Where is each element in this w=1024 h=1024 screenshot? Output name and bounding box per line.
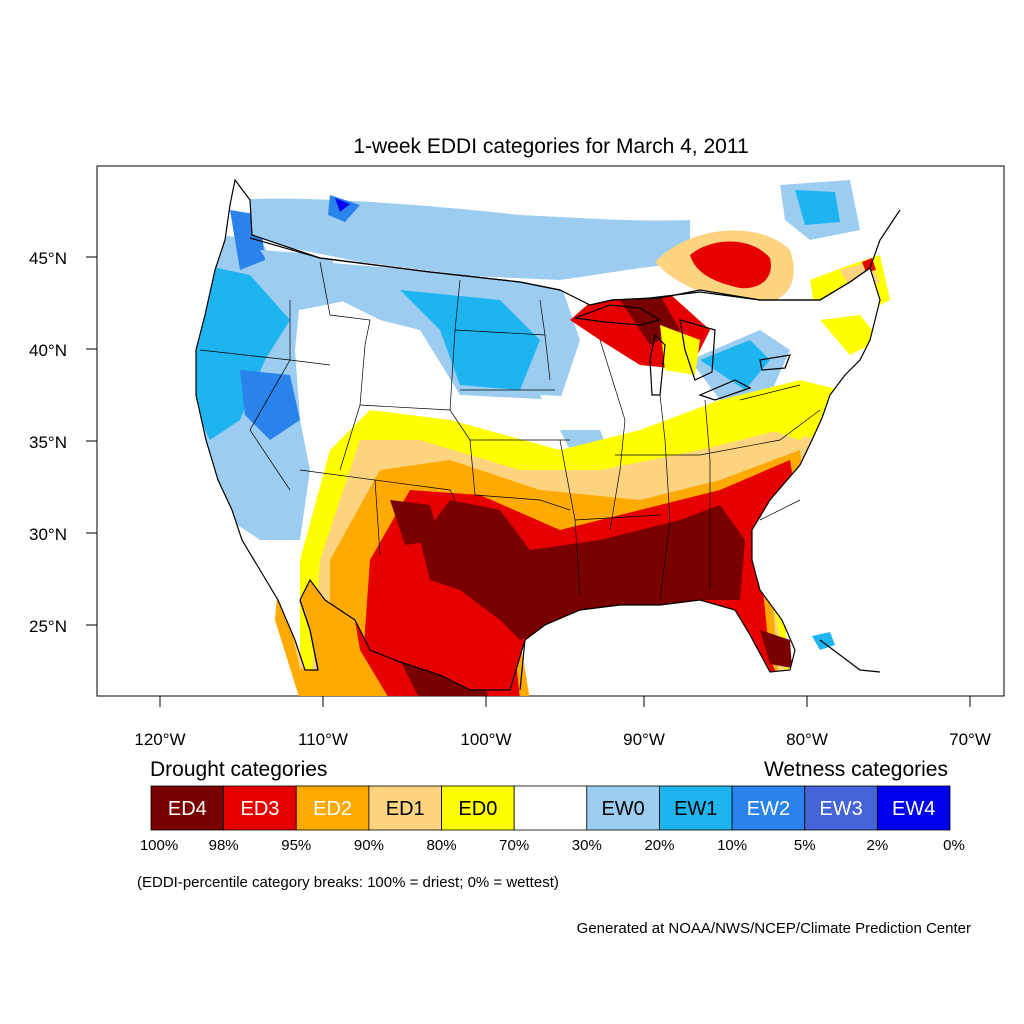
credit-text: Generated at NOAA/NWS/NCEP/Climate Predi… (577, 920, 971, 937)
legend-box-label: ED0 (458, 798, 497, 820)
legend-box: EW2 (731, 785, 806, 831)
wetness-heading: Wetness categories (764, 758, 948, 781)
legend-box: ED3 (223, 785, 297, 831)
eddi-field (195, 179, 901, 696)
legend-box: EW4 (876, 785, 951, 831)
legend-percentile-label: 0% (943, 837, 965, 854)
legend-swatch (295, 785, 370, 831)
lat-label: 45°N (29, 249, 67, 268)
legend-percentile-label: 10% (717, 837, 747, 854)
lon-label: 110°W (298, 730, 348, 749)
legend-percentile-label: 70% (499, 837, 529, 854)
legend-percentile-label: 100% (140, 837, 178, 854)
legend-box: ED1 (368, 785, 442, 831)
legend-percentile-label: 90% (354, 837, 384, 854)
lon-label: 120°W (134, 730, 185, 749)
legend-percentile-label: 2% (867, 837, 889, 854)
legend-percentile-label: 80% (427, 837, 457, 854)
legend-box-label: ED2 (313, 798, 352, 820)
legend-box: ED0 (441, 785, 515, 831)
lon-axis: 120°W 110°W 100°W 90°W 80°W 70°W (134, 696, 991, 749)
legend-swatch (368, 785, 442, 831)
legend-swatch (513, 785, 588, 831)
legend-box (513, 785, 588, 831)
lon-label: 90°W (623, 730, 665, 749)
legend-percentile-label: 30% (572, 837, 602, 854)
legend-box: EW0 (586, 785, 660, 831)
canada-field (240, 180, 890, 320)
legend-box: ED2 (295, 785, 370, 831)
legend-swatch (223, 785, 297, 831)
legend-box-label: EW2 (747, 798, 790, 820)
lon-label: 80°W (786, 730, 828, 749)
caribbean-field (812, 632, 835, 650)
lat-label: 35°N (29, 433, 67, 452)
legend-swatch (441, 785, 515, 831)
legend-percentile-label: 5% (794, 837, 816, 854)
legend-box-label: EW4 (892, 798, 935, 820)
legend-swatch (659, 785, 733, 831)
legend-percentile-label: 20% (644, 837, 674, 854)
boundaries (195, 179, 901, 691)
legend-swatch (150, 785, 225, 831)
map-title: 1-week EDDI categories for March 4, 2011 (353, 135, 748, 158)
legend-box-label: EW3 (819, 798, 862, 820)
legend-percentile-label: 95% (281, 837, 311, 854)
legend-box-label: EW0 (601, 798, 644, 820)
legend-box-label: ED4 (168, 798, 207, 820)
lat-axis: 45°N 40°N 35°N 30°N 25°N (29, 249, 97, 636)
legend-box-label: ED1 (386, 798, 425, 820)
legend-percentile-label: 98% (209, 837, 239, 854)
lon-label: 70°W (949, 730, 991, 749)
legend-swatch (804, 785, 878, 831)
lat-label: 40°N (29, 341, 67, 360)
legend-box: ED4 (150, 785, 225, 831)
category-note: (EDDI-percentile category breaks: 100% =… (137, 874, 559, 891)
drought-heading: Drought categories (150, 758, 327, 781)
legend-percentiles: 100% 98% 95% 90% 80% 70% 30% 20% 10% 5% 2% 0% (140, 837, 965, 854)
legend-colorbar: ED4 ED3 ED2 ED1 ED0 EW0 EW1 EW2 EW3 EW4 (150, 785, 951, 831)
legend-swatch (876, 785, 951, 831)
legend-box-label: ED3 (241, 798, 280, 820)
legend-swatch (586, 785, 660, 831)
legend-box: EW1 (659, 785, 733, 831)
legend-swatch (731, 785, 806, 831)
legend-box-label: EW1 (674, 798, 717, 820)
lon-label: 100°W (460, 730, 511, 749)
legend-box: EW3 (804, 785, 878, 831)
state-lines (199, 261, 821, 601)
lat-label: 25°N (29, 617, 67, 636)
lat-label: 30°N (29, 525, 67, 544)
